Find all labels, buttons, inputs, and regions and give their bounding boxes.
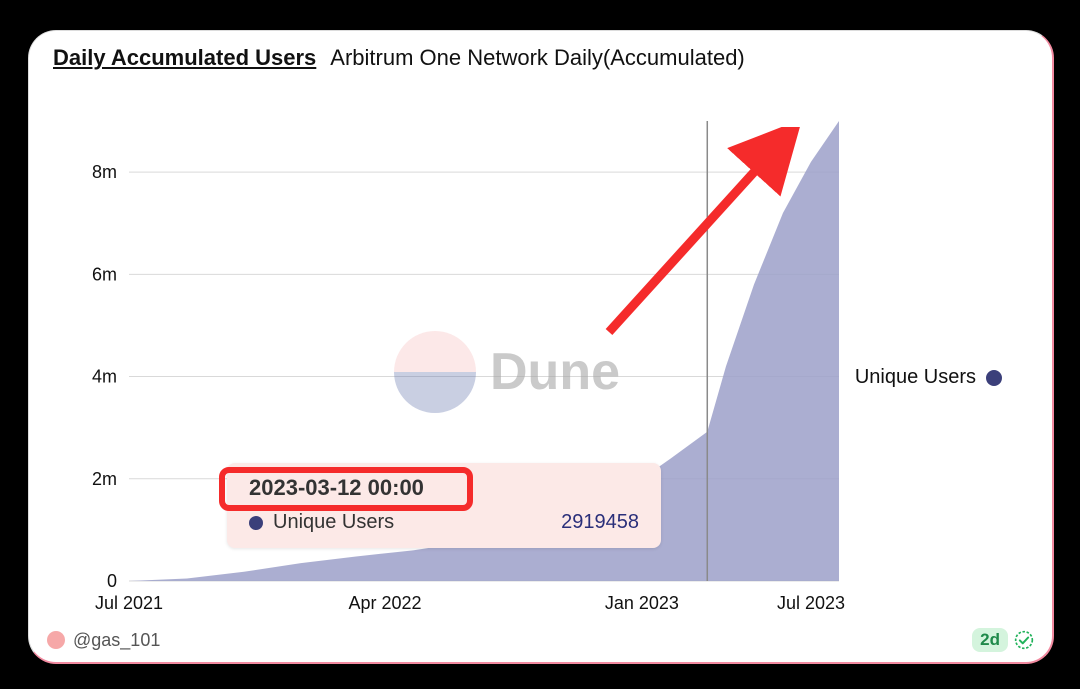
- tooltip-date: 2023-03-12 00:00: [249, 475, 639, 501]
- hover-tooltip: 2023-03-12 00:00 Unique Users 2919458: [227, 463, 661, 548]
- svg-text:Apr 2022: Apr 2022: [348, 593, 421, 613]
- chart-card: Daily Accumulated Users Arbitrum One Net…: [28, 30, 1054, 664]
- svg-text:Jul 2023: Jul 2023: [777, 593, 845, 613]
- svg-text:Jul 2021: Jul 2021: [95, 593, 163, 613]
- freshness-indicator: 2d: [972, 628, 1034, 652]
- y-axis: 0 2m 4m 6m 8m: [92, 162, 117, 591]
- verified-icon: [1014, 630, 1034, 650]
- tooltip-series-label: Unique Users: [273, 511, 394, 534]
- legend: Unique Users: [855, 366, 1002, 389]
- tooltip-value: 2919458: [561, 511, 639, 534]
- svg-text:6m: 6m: [92, 264, 117, 284]
- svg-text:2m: 2m: [92, 469, 117, 489]
- legend-marker-icon: [986, 370, 1002, 386]
- svg-text:8m: 8m: [92, 162, 117, 182]
- card-footer: @gas_101 2d: [47, 628, 1034, 652]
- author-handle: @gas_101: [73, 630, 160, 651]
- card-header: Daily Accumulated Users Arbitrum One Net…: [29, 31, 1052, 71]
- svg-text:4m: 4m: [92, 367, 117, 387]
- author-badge[interactable]: @gas_101: [47, 630, 160, 651]
- svg-text:0: 0: [107, 571, 117, 591]
- chart-title-link[interactable]: Daily Accumulated Users: [53, 45, 316, 71]
- chart-subtitle: Arbitrum One Network Daily(Accumulated): [330, 45, 744, 71]
- tooltip-series-dot-icon: [249, 516, 263, 530]
- x-axis: Jul 2021 Apr 2022 Jan 2023 Jul 2023: [95, 593, 845, 613]
- age-pill: 2d: [972, 628, 1008, 652]
- svg-text:Jan 2023: Jan 2023: [605, 593, 679, 613]
- author-avatar-icon: [47, 631, 65, 649]
- legend-label: Unique Users: [855, 366, 976, 389]
